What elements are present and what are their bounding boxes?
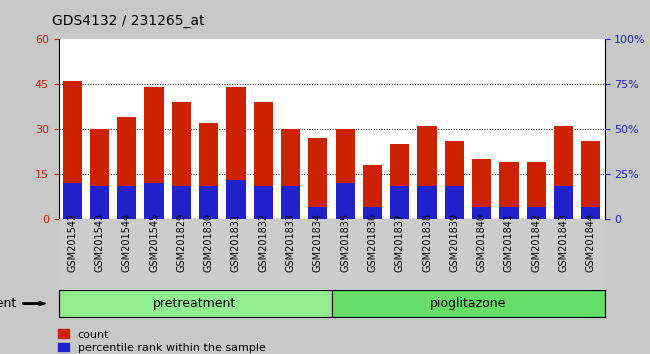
Bar xyxy=(199,123,218,219)
Bar xyxy=(390,186,410,219)
Bar xyxy=(363,207,382,219)
Bar xyxy=(172,186,191,219)
Bar xyxy=(117,117,136,219)
Bar xyxy=(499,207,519,219)
Bar xyxy=(90,186,109,219)
Bar xyxy=(226,87,246,219)
Bar xyxy=(144,183,164,219)
Bar xyxy=(226,181,246,219)
Bar xyxy=(526,162,546,219)
Bar xyxy=(62,183,82,219)
Bar xyxy=(417,126,437,219)
Bar xyxy=(62,81,82,219)
Bar xyxy=(335,129,355,219)
Bar xyxy=(332,290,604,317)
Bar xyxy=(363,165,382,219)
Bar xyxy=(254,102,273,219)
Bar xyxy=(335,183,355,219)
Bar xyxy=(117,186,136,219)
Text: agent: agent xyxy=(0,297,16,310)
Bar xyxy=(581,141,601,219)
Bar xyxy=(472,207,491,219)
Text: GDS4132 / 231265_at: GDS4132 / 231265_at xyxy=(52,14,205,28)
Bar xyxy=(254,186,273,219)
Bar xyxy=(90,129,109,219)
Bar xyxy=(172,102,191,219)
Legend: count, percentile rank within the sample: count, percentile rank within the sample xyxy=(58,330,265,353)
Bar xyxy=(472,159,491,219)
Text: pioglitazone: pioglitazone xyxy=(430,297,506,310)
Bar xyxy=(445,141,464,219)
Bar xyxy=(445,186,464,219)
Bar xyxy=(554,186,573,219)
Bar xyxy=(58,290,332,317)
Bar xyxy=(308,138,328,219)
Text: pretreatment: pretreatment xyxy=(153,297,237,310)
Bar xyxy=(281,186,300,219)
Bar xyxy=(499,162,519,219)
Bar xyxy=(199,186,218,219)
Bar xyxy=(308,207,328,219)
Bar xyxy=(390,144,410,219)
Bar xyxy=(144,87,164,219)
Bar xyxy=(526,207,546,219)
Bar xyxy=(554,126,573,219)
Bar xyxy=(417,186,437,219)
Bar xyxy=(581,207,601,219)
Bar xyxy=(281,129,300,219)
